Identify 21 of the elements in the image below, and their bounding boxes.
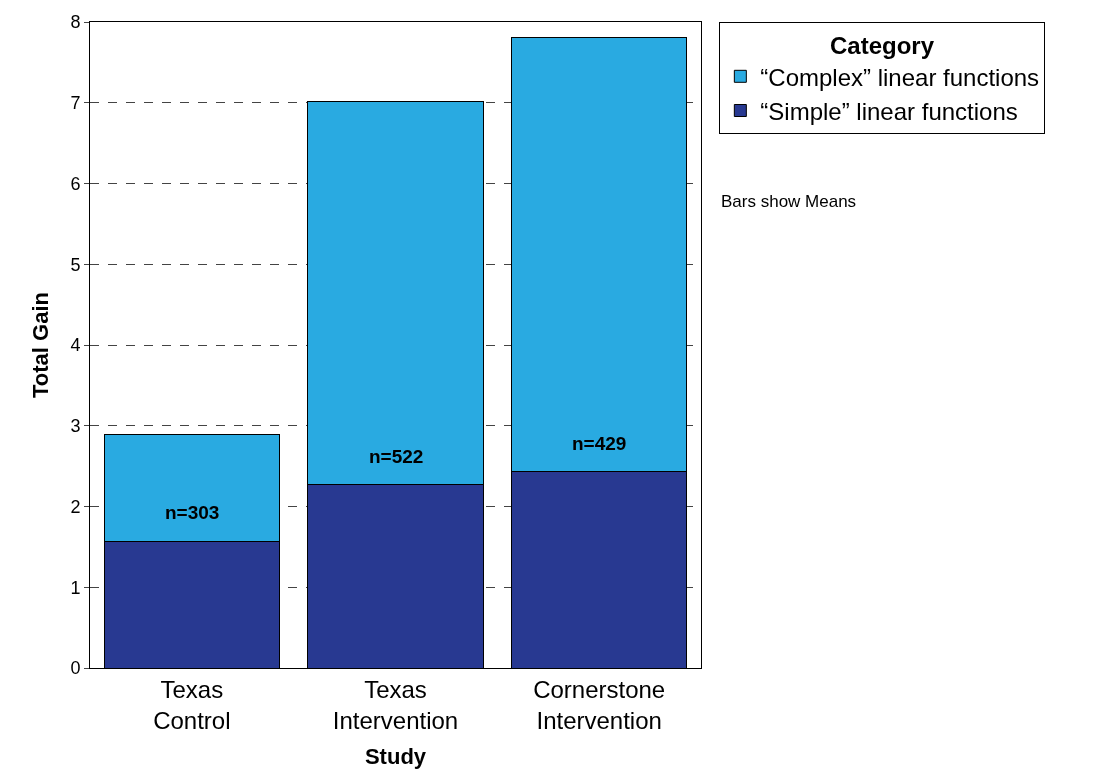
y-tick-label: 6: [70, 173, 81, 194]
x-tick-label: Texas Intervention: [332, 675, 459, 734]
y-axis-title: Total Gain: [28, 292, 54, 398]
y-tick-label: 2: [70, 496, 81, 517]
annotation: n=522: [369, 446, 424, 467]
text: Bars show Means: [721, 192, 857, 211]
y-tick-label: 8: [70, 12, 81, 33]
y-tick-label: 4: [70, 335, 81, 356]
annotation: n=303: [165, 502, 220, 523]
x-axis-title: Study: [364, 743, 427, 769]
x-tick-label: Cornerstone Intervention: [533, 675, 666, 734]
legend-label: “Simple” linear functions: [760, 97, 1018, 125]
legend-title: Category: [829, 32, 935, 60]
y-tick-label: 0: [70, 658, 81, 679]
y-tick-label: 3: [70, 416, 81, 437]
y-tick-label: 5: [70, 254, 81, 275]
y-tick-label: 7: [70, 93, 81, 114]
legend-label: “Complex” linear functions: [760, 63, 1040, 91]
annotation: n=429: [572, 433, 627, 454]
y-tick-label: 1: [70, 577, 81, 598]
x-tick-label: Texas Control: [153, 675, 231, 734]
